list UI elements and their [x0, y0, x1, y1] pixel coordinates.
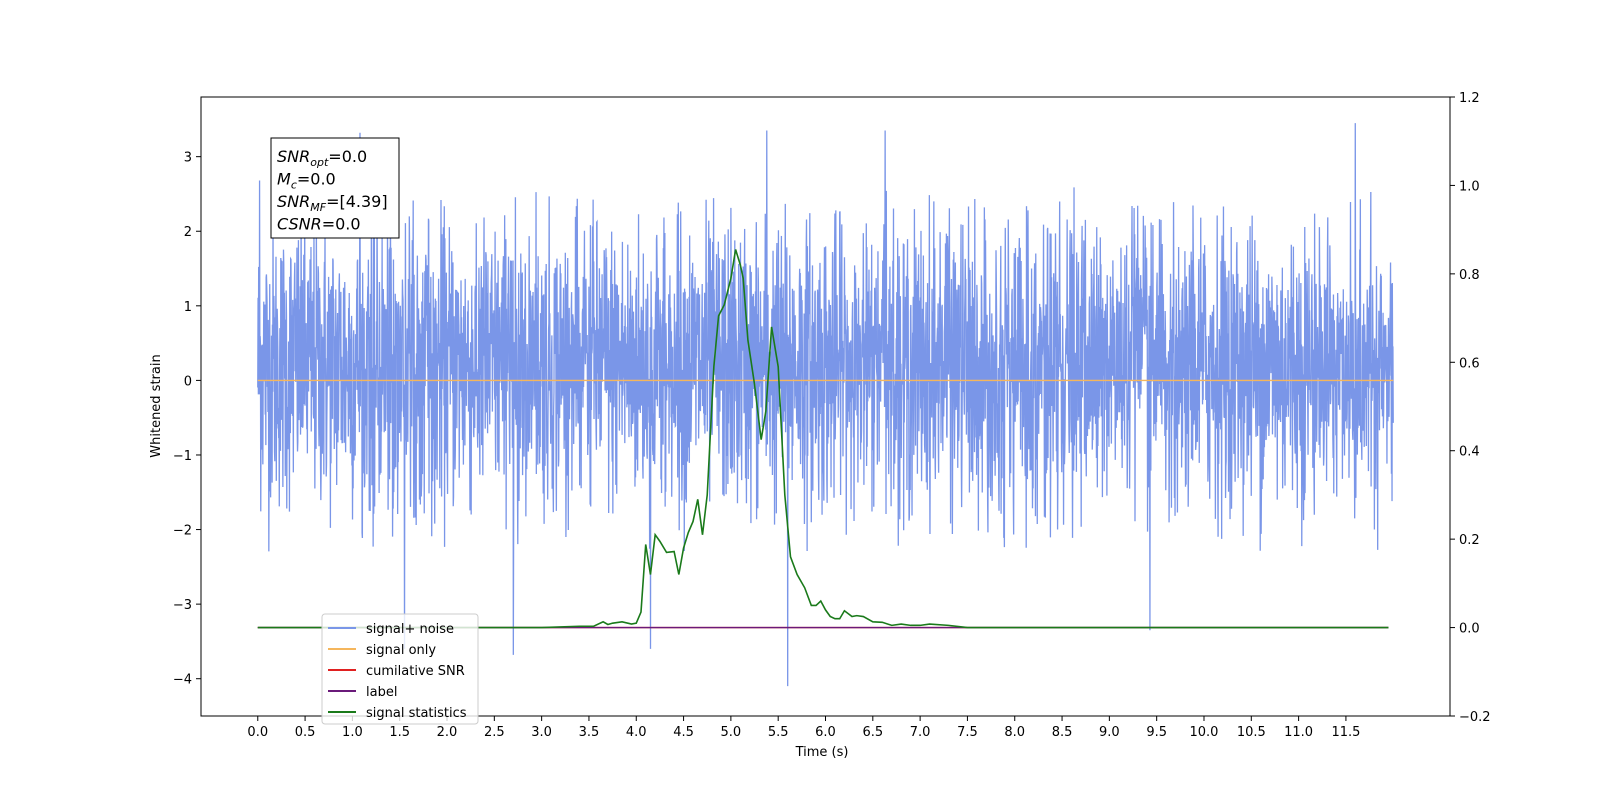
annotation-line: CSNR=0.0 [277, 215, 361, 234]
legend-label: signal+ noise [366, 622, 454, 637]
annotation-frame [270, 137, 400, 239]
y2-tick-label: 0.6 [1459, 356, 1480, 371]
series-line-signal-noise [257, 123, 1394, 687]
x-tick-label: 0.5 [295, 725, 316, 740]
x-tick-label: 5.5 [768, 725, 789, 740]
y-axis-left: 3 2 1 0 −1 −2 −3 −4 [173, 151, 201, 688]
x-tick-label: 7.5 [957, 725, 978, 740]
x-tick-label: 5.0 [721, 725, 742, 740]
x-tick-label: 4.5 [673, 725, 694, 740]
series-layer [257, 123, 1394, 687]
x-tick-label: 7.0 [910, 725, 931, 740]
y2-tick-label: 1.0 [1459, 179, 1480, 194]
y-tick-label: 3 [184, 151, 192, 166]
y2-tick-label: 0.4 [1459, 445, 1480, 460]
series-signal-noise [257, 123, 1394, 687]
series-signal-statistics [257, 249, 1389, 629]
legend-label: label [366, 685, 397, 700]
x-tick-label: 8.0 [1004, 725, 1025, 740]
legend-label: signal only [366, 643, 436, 658]
x-tick-label: 11.5 [1331, 725, 1360, 740]
x-axis: 0.0 0.5 1.0 1.5 2.0 2.5 3.0 3.5 4.0 4.5 5.0 5.5 6.0 6… [247, 716, 1360, 740]
x-tick-label: 1.5 [389, 725, 410, 740]
annotation-line: SNRMF=[4.39] [277, 192, 388, 214]
y2-tick-label: −0.2 [1459, 710, 1491, 725]
y-axis-right: 1.2 1.0 0.8 0.6 0.4 0.2 0.0 −0.2 [1450, 91, 1491, 725]
x-tick-label: 9.0 [1099, 725, 1120, 740]
y2-tick-label: 1.2 [1459, 91, 1480, 106]
plot-area [257, 123, 1394, 687]
x-tick-label: 6.0 [815, 725, 836, 740]
y-axis-label: Whitened strain [149, 354, 164, 457]
y2-tick-label: 0.0 [1459, 622, 1480, 637]
y-tick-label: 2 [184, 225, 192, 240]
x-tick-label: 10.0 [1190, 725, 1219, 740]
x-tick-label: 11.0 [1284, 725, 1313, 740]
x-tick-label: 2.0 [437, 725, 458, 740]
x-tick-label: 10.5 [1237, 725, 1266, 740]
y-tick-label: −2 [173, 524, 192, 539]
legend: signal+ noise signal only cumilative SNR la… [321, 613, 479, 725]
x-tick-label: 3.5 [579, 725, 600, 740]
x-tick-label: 6.5 [862, 725, 883, 740]
legend-frame [321, 613, 479, 725]
annotation-line: Mc=0.0 [277, 170, 336, 192]
y-tick-label: −3 [173, 598, 192, 613]
legend-label: cumilative SNR [366, 664, 465, 679]
series-line [257, 249, 1389, 629]
y2-tick-label: 0.2 [1459, 533, 1480, 548]
legend-label: signal statistics [366, 706, 467, 721]
x-axis-label: Time (s) [795, 745, 849, 760]
y2-tick-label: 0.8 [1459, 268, 1480, 283]
x-tick-label: 0.0 [247, 725, 268, 740]
y-tick-label: 0 [184, 374, 192, 389]
y-tick-label: −4 [173, 673, 192, 688]
x-tick-label: 8.5 [1052, 725, 1073, 740]
x-tick-label: 4.0 [626, 725, 647, 740]
x-tick-label: 9.5 [1146, 725, 1167, 740]
x-tick-label: 2.5 [484, 725, 505, 740]
y-tick-label: −1 [173, 449, 192, 464]
x-tick-label: 1.0 [342, 725, 363, 740]
x-tick-label: 3.0 [531, 725, 552, 740]
y-tick-label: 1 [184, 300, 192, 315]
annotation-line: SNRopt=0.0 [277, 147, 367, 169]
